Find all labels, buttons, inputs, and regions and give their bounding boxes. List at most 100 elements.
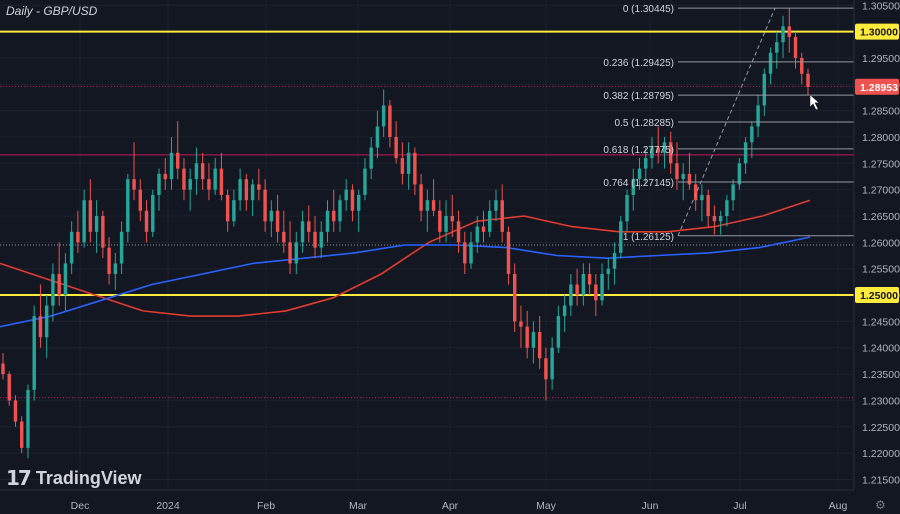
candle-body (263, 189, 267, 222)
candle-body (675, 163, 679, 180)
price-tick-label: 1.30500 (862, 0, 900, 12)
current-price-tag: 1.28953 (860, 82, 898, 94)
candle-body (200, 163, 205, 180)
price-tick-label: 1.23000 (862, 395, 900, 407)
candle-body (425, 200, 430, 211)
candle-body (650, 147, 654, 159)
candle-body (207, 179, 211, 190)
key-level-price-tag-bg (855, 23, 899, 40)
candle-body (113, 263, 118, 274)
candle-body (612, 252, 617, 269)
time-tick-label: Aug (829, 500, 848, 512)
candle-body (438, 210, 442, 232)
candle-body (768, 52, 773, 74)
fib-level-label: 0.5 (1.28285) (615, 118, 675, 129)
candle-body (119, 231, 124, 264)
candle-body (737, 163, 742, 185)
candle-body (463, 242, 467, 264)
candle-body (662, 142, 667, 153)
candle-body (606, 268, 611, 274)
candle-body (313, 231, 317, 248)
time-tick-label: 2024 (156, 500, 180, 512)
candle-body (20, 421, 24, 448)
fib-level-label: 1 (1.26125) (623, 232, 674, 243)
candle-body (44, 305, 49, 338)
fib-level-label: 0.382 (1.28795) (603, 91, 674, 102)
candle-body (182, 168, 186, 190)
candle-body (656, 147, 660, 153)
candle-body (269, 210, 274, 222)
candle-body (519, 321, 523, 327)
candle-body (706, 194, 710, 217)
price-tick-label: 1.26500 (862, 211, 900, 223)
tradingview-logo-text: TradingView (35, 467, 142, 488)
candle-body (619, 221, 623, 253)
fib-level-label: 0 (1.30445) (623, 4, 674, 15)
candle-body (38, 316, 43, 338)
time-tick-label: Jul (733, 500, 746, 512)
candle-body (388, 105, 392, 137)
candle-body (151, 194, 155, 232)
candle-body (712, 216, 717, 222)
price-tick-label: 1.24500 (862, 316, 900, 328)
price-tick-label: 1.28000 (862, 132, 900, 144)
candle-body (531, 331, 536, 348)
price-tick-label: 1.22000 (862, 448, 900, 460)
candle-body (400, 158, 405, 174)
candle-body (500, 200, 504, 232)
candle-body (225, 194, 230, 222)
time-tick-label: May (536, 500, 557, 512)
candle-body (668, 142, 673, 164)
candle-body (132, 179, 136, 190)
candle-body (562, 305, 567, 317)
fib-trend-line (677, 7, 776, 236)
candle-body (544, 358, 548, 380)
candle-body (57, 273, 61, 296)
candle-body (488, 210, 492, 232)
candle-body (725, 200, 729, 217)
time-tick-label: Jun (642, 500, 659, 512)
candle-body (793, 36, 798, 58)
candle-body (587, 273, 592, 285)
price-tick-label: 1.22500 (862, 422, 900, 434)
candle-body (126, 179, 130, 232)
candle-body (7, 374, 11, 401)
candle-body (750, 126, 754, 143)
candle-body (13, 400, 18, 422)
candle-body (419, 184, 423, 211)
candle-body (169, 152, 174, 180)
candle-body (556, 316, 561, 348)
candle-body (525, 326, 529, 348)
candle-body (107, 247, 111, 274)
tradingview-logo-icon: 17 (6, 466, 32, 490)
price-tick-label: 1.29500 (862, 53, 900, 65)
candle-body (775, 42, 779, 53)
candle-body (550, 347, 554, 380)
candle-body (356, 194, 361, 211)
candle-body (644, 158, 648, 169)
candle-body (213, 168, 217, 190)
gear-icon[interactable]: ⚙ (875, 498, 886, 512)
candle-body (806, 73, 810, 87)
candle-body (219, 168, 224, 195)
candle-body (244, 179, 249, 201)
candle-body (76, 231, 80, 243)
price-tick-label: 1.25500 (862, 264, 900, 276)
candle-body (575, 284, 579, 296)
key-level-price-tag: 1.30000 (860, 27, 898, 39)
candle-body (625, 194, 629, 222)
candle-body (1, 363, 5, 375)
price-tick-label: 1.27500 (862, 158, 900, 170)
candle-body (756, 105, 760, 127)
candle-body (275, 210, 280, 232)
candle-body (762, 73, 767, 106)
candle-body (307, 221, 311, 232)
candle-body (51, 273, 55, 306)
candle-body (101, 216, 105, 248)
candle-body (157, 173, 161, 195)
candle-body (718, 216, 723, 222)
chart-title: Daily - GBP/USD (6, 4, 98, 18)
candle-body (512, 273, 517, 322)
fib-level-label: 0.764 (1.27145) (603, 178, 674, 189)
